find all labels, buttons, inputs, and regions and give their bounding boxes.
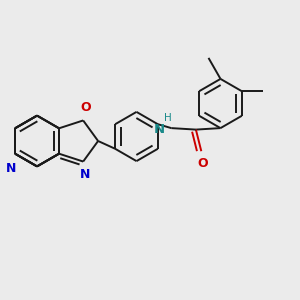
Text: N: N bbox=[80, 168, 90, 181]
Text: H: H bbox=[164, 113, 172, 123]
Text: O: O bbox=[81, 101, 92, 115]
Text: N: N bbox=[6, 162, 16, 175]
Text: N: N bbox=[154, 123, 165, 136]
Text: O: O bbox=[197, 157, 208, 169]
